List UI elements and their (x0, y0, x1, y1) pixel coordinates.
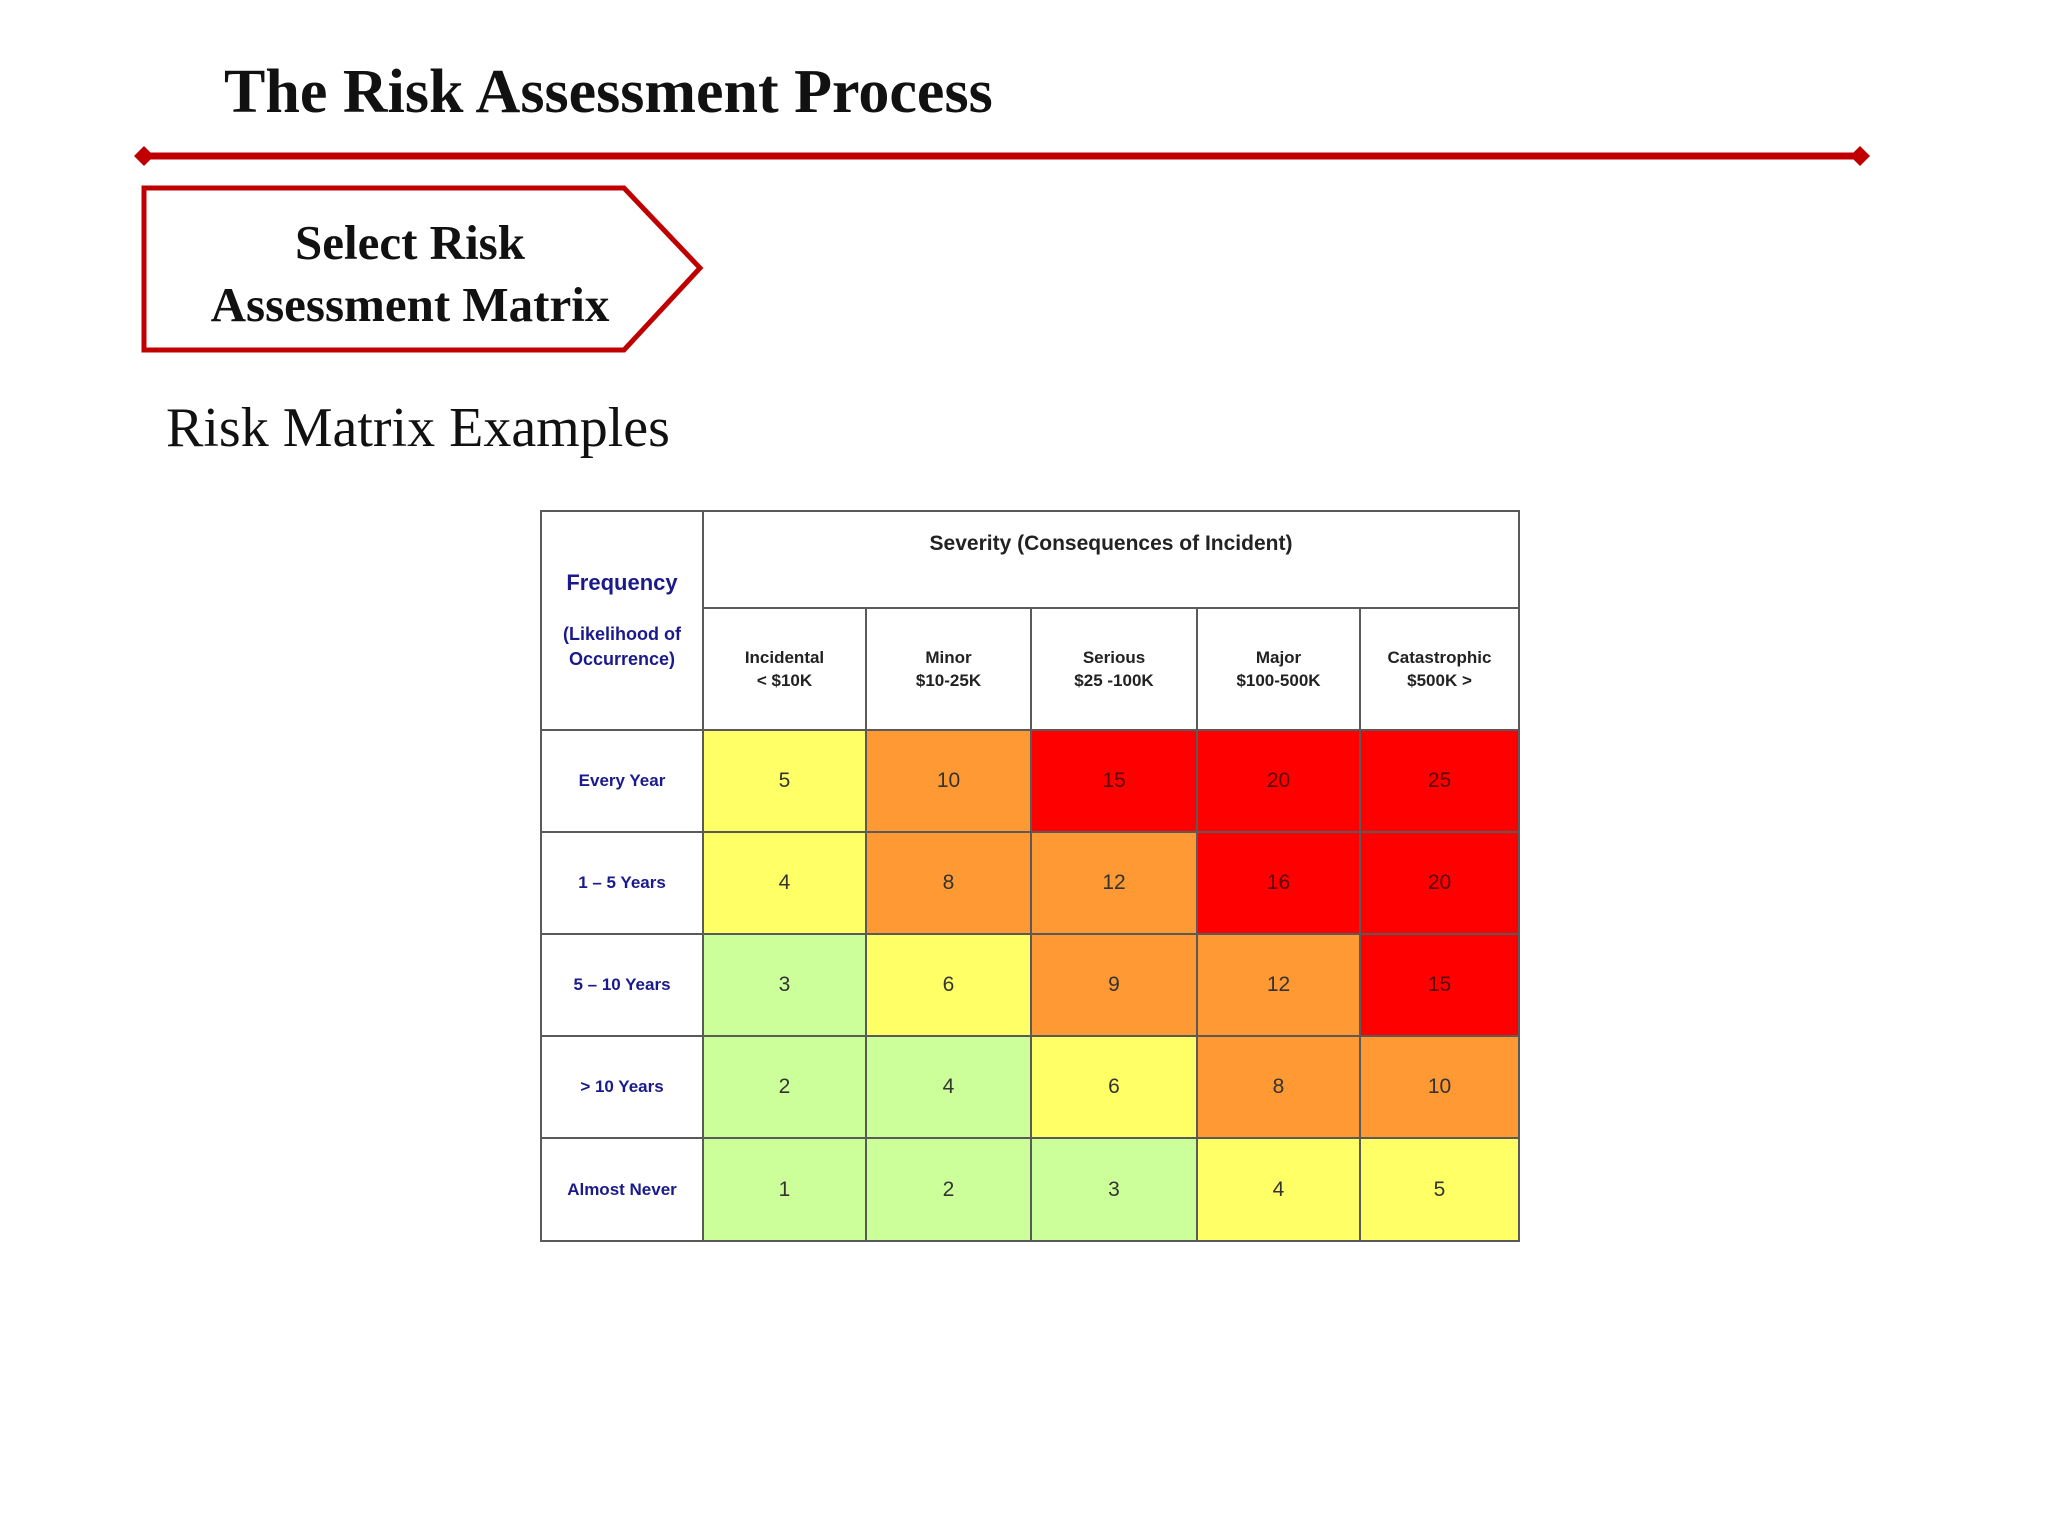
risk-cell: 5 (1359, 1137, 1520, 1242)
frequency-subheader: (Likelihood of Occurrence) (563, 623, 681, 669)
risk-cell: 5 (702, 729, 867, 833)
matrix-row-5-10-years: 5 – 10 Years 3 6 9 12 15 (540, 933, 1520, 1037)
matrix-row-almost-never: Almost Never 1 2 3 4 5 (540, 1137, 1520, 1242)
risk-cell: 3 (1030, 1137, 1198, 1242)
step-arrow-shape (141, 185, 704, 353)
risk-cell: 8 (865, 831, 1032, 935)
severity-col-serious: Serious $25 -100K (1030, 607, 1198, 731)
risk-cell: 3 (702, 933, 867, 1037)
title-divider (134, 146, 1870, 166)
step-badge-line1: Select Risk (295, 215, 525, 270)
row-label: Every Year (540, 729, 704, 833)
risk-cell: 15 (1359, 933, 1520, 1037)
risk-cell: 6 (1030, 1035, 1198, 1139)
frequency-header: Frequency (566, 569, 678, 595)
risk-cell: 4 (1196, 1137, 1361, 1242)
step-badge-label: Select Risk Assessment Matrix (150, 212, 670, 336)
row-label: > 10 Years (540, 1035, 704, 1139)
risk-cell: 4 (865, 1035, 1032, 1139)
risk-cell: 25 (1359, 729, 1520, 833)
risk-cell: 12 (1030, 831, 1198, 935)
risk-cell: 10 (865, 729, 1032, 833)
risk-cell: 20 (1196, 729, 1361, 833)
step-badge: Select Risk Assessment Matrix (140, 184, 710, 354)
severity-col-major: Major $100-500K (1196, 607, 1361, 731)
row-label: Almost Never (540, 1137, 704, 1242)
risk-cell: 6 (865, 933, 1032, 1037)
risk-cell: 4 (702, 831, 867, 935)
severity-col-name: Catastrophic (1387, 648, 1492, 667)
risk-cell: 8 (1196, 1035, 1361, 1139)
risk-cell: 10 (1359, 1035, 1520, 1139)
row-label: 5 – 10 Years (540, 933, 704, 1037)
risk-cell: 16 (1196, 831, 1361, 935)
divider-left-diamond (134, 146, 154, 166)
step-badge-line2: Assessment Matrix (210, 277, 610, 332)
severity-col-name: Minor (925, 648, 972, 667)
severity-col-minor: Minor $10-25K (865, 607, 1032, 731)
severity-col-range: $100-500K (1236, 671, 1321, 690)
matrix-row-1-5-years: 1 – 5 Years 4 8 12 16 20 (540, 831, 1520, 935)
severity-col-range: $500K > (1407, 671, 1472, 690)
row-label: 1 – 5 Years (540, 831, 704, 935)
risk-matrix-table: Frequency (Likelihood of Occurrence) Sev… (540, 510, 1520, 1242)
severity-header-cell: Severity (Consequences of Incident) (702, 510, 1520, 609)
risk-cell: 9 (1030, 933, 1198, 1037)
risk-cell: 20 (1359, 831, 1520, 935)
severity-col-range: < $10K (756, 671, 813, 690)
risk-cell: 2 (865, 1137, 1032, 1242)
risk-cell: 15 (1030, 729, 1198, 833)
matrix-row-every-year: Every Year 5 10 15 20 25 (540, 729, 1520, 833)
severity-header: Severity (Consequences of Incident) (929, 531, 1293, 555)
severity-col-range: $10-25K (915, 671, 982, 690)
divider-right-diamond (1850, 146, 1870, 166)
section-heading: Risk Matrix Examples (166, 397, 670, 459)
severity-col-range: $25 -100K (1074, 671, 1154, 690)
risk-cell: 1 (702, 1137, 867, 1242)
severity-col-name: Major (1255, 648, 1302, 667)
slide-title: The Risk Assessment Process (224, 58, 993, 126)
severity-col-name: Serious (1082, 648, 1146, 667)
severity-col-incidental: Incidental < $10K (702, 607, 867, 731)
severity-col-catastrophic: Catastrophic $500K > (1359, 607, 1520, 731)
frequency-header-cell: Frequency (Likelihood of Occurrence) (540, 510, 704, 731)
risk-cell: 2 (702, 1035, 867, 1139)
matrix-row-over-10-years: > 10 Years 2 4 6 8 10 (540, 1035, 1520, 1139)
risk-cell: 12 (1196, 933, 1361, 1037)
severity-col-name: Incidental (744, 648, 825, 667)
